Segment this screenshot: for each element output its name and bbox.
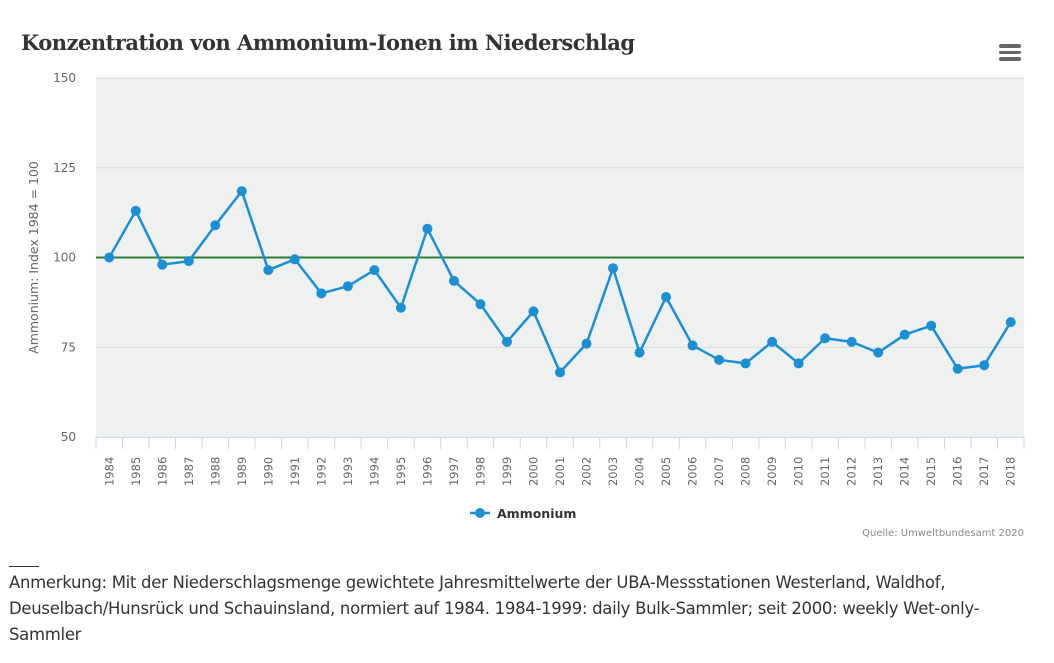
x-axis: 1984 1985 1986 1987 1988 1989 1990 1991 1992 1993… bbox=[95, 437, 1025, 486]
data-point-2008[interactable] bbox=[740, 358, 751, 369]
x-tick-label: 2001 bbox=[553, 457, 567, 486]
hamburger-menu-icon[interactable] bbox=[996, 40, 1024, 64]
x-tick-label: 1988 bbox=[208, 457, 222, 486]
data-point-2007[interactable] bbox=[714, 354, 725, 365]
x-tick-label: 1994 bbox=[367, 457, 381, 486]
x-tick-label: 1992 bbox=[314, 457, 328, 486]
data-point-1992[interactable] bbox=[316, 288, 327, 299]
data-point-2013[interactable] bbox=[873, 347, 884, 358]
note-divider bbox=[9, 566, 39, 567]
x-tick-label: 1993 bbox=[341, 457, 355, 486]
x-tick-label: 1991 bbox=[288, 457, 302, 486]
menu-bar bbox=[999, 50, 1021, 54]
data-point-1993[interactable] bbox=[342, 281, 353, 292]
data-point-2014[interactable] bbox=[899, 329, 910, 340]
x-tick-label: 2000 bbox=[526, 457, 540, 486]
data-point-1996[interactable] bbox=[422, 223, 433, 234]
data-point-2004[interactable] bbox=[634, 347, 645, 358]
series-points bbox=[104, 186, 1016, 378]
data-point-2000[interactable] bbox=[528, 306, 539, 317]
x-tick-label: 1984 bbox=[102, 457, 116, 486]
data-point-2002[interactable] bbox=[581, 338, 592, 349]
x-tick-label: 2015 bbox=[924, 457, 938, 486]
x-tick-label: 2013 bbox=[871, 457, 885, 486]
x-tick-label: 2004 bbox=[633, 457, 647, 486]
line-chart: 50 75 100 125 150 Ammonium: Index 1984 = 100… bbox=[26, 71, 1025, 521]
data-point-1987[interactable] bbox=[183, 256, 194, 267]
data-point-1999[interactable] bbox=[501, 336, 512, 347]
data-point-1998[interactable] bbox=[475, 299, 486, 310]
legend-item-ammonium[interactable]: Ammonium bbox=[470, 506, 576, 521]
data-point-1997[interactable] bbox=[448, 275, 459, 286]
data-point-1990[interactable] bbox=[263, 265, 274, 276]
data-point-1988[interactable] bbox=[210, 220, 221, 231]
y-axis-label: Ammonium: Index 1984 = 100 bbox=[26, 161, 41, 354]
data-point-2010[interactable] bbox=[793, 358, 804, 369]
y-tick-label: 50 bbox=[61, 430, 76, 444]
legend-marker-icon bbox=[475, 508, 485, 518]
data-point-1985[interactable] bbox=[130, 205, 141, 216]
x-tick-label: 1990 bbox=[261, 457, 275, 486]
x-tick-label: 2003 bbox=[606, 457, 620, 486]
x-tick-label: 2012 bbox=[845, 457, 859, 486]
data-point-2009[interactable] bbox=[767, 336, 778, 347]
x-tick-label: 2010 bbox=[792, 457, 806, 486]
footnote: Anmerkung: Mit der Niederschlagsmenge ge… bbox=[9, 573, 980, 644]
x-tick-label: 1999 bbox=[500, 457, 514, 486]
y-axis-ticks: 50 75 100 125 150 bbox=[53, 71, 76, 444]
chart-title: Konzentration von Ammonium-Ionen im Nied… bbox=[21, 30, 635, 55]
data-point-1989[interactable] bbox=[236, 186, 247, 197]
x-tick-label: 2005 bbox=[659, 457, 673, 486]
data-point-2017[interactable] bbox=[979, 360, 990, 371]
x-tick-label: 2014 bbox=[898, 457, 912, 486]
y-tick-label: 75 bbox=[61, 340, 76, 354]
menu-bar bbox=[999, 44, 1021, 48]
y-tick-label: 125 bbox=[53, 161, 76, 175]
x-tick-label: 2009 bbox=[765, 457, 779, 486]
x-tick-label: 2011 bbox=[818, 457, 832, 486]
data-point-2011[interactable] bbox=[820, 333, 831, 344]
y-tick-label: 150 bbox=[53, 71, 76, 85]
x-tick-label: 2002 bbox=[580, 457, 594, 486]
data-point-2005[interactable] bbox=[661, 291, 672, 302]
data-point-2015[interactable] bbox=[926, 320, 937, 331]
x-tick-label: 1987 bbox=[182, 457, 196, 486]
data-point-1991[interactable] bbox=[289, 254, 300, 265]
data-point-2018[interactable] bbox=[1005, 317, 1016, 328]
x-tick-label: 1986 bbox=[155, 457, 169, 486]
source-credit[interactable]: Quelle: Umweltbundesamt 2020 bbox=[862, 528, 1024, 539]
data-point-1994[interactable] bbox=[369, 265, 380, 276]
y-tick-label: 100 bbox=[53, 251, 76, 265]
data-point-2001[interactable] bbox=[555, 367, 565, 378]
x-tick-label: 2018 bbox=[1004, 457, 1018, 486]
data-point-2016[interactable] bbox=[952, 363, 963, 374]
data-point-1995[interactable] bbox=[395, 302, 406, 313]
x-tick-label: 2017 bbox=[977, 457, 991, 486]
menu-bar bbox=[999, 57, 1021, 61]
x-tick-label: 2016 bbox=[951, 457, 965, 486]
data-point-1986[interactable] bbox=[157, 259, 168, 270]
x-tick-label: 1996 bbox=[420, 457, 434, 486]
x-tick-label: 1997 bbox=[447, 457, 461, 486]
x-tick-label: 2006 bbox=[686, 457, 700, 486]
legend-label: Ammonium bbox=[497, 506, 576, 521]
x-tick-label: 2007 bbox=[712, 457, 726, 486]
data-point-2006[interactable] bbox=[687, 340, 698, 351]
x-tick-label: 1985 bbox=[129, 457, 143, 486]
data-point-2012[interactable] bbox=[846, 336, 857, 347]
data-point-1984[interactable] bbox=[104, 252, 115, 263]
x-tick-label: 1989 bbox=[235, 457, 249, 486]
data-point-2003[interactable] bbox=[608, 263, 619, 274]
x-tick-label: 1995 bbox=[394, 457, 408, 486]
x-tick-label: 1998 bbox=[473, 457, 487, 486]
x-tick-label: 2008 bbox=[739, 457, 753, 486]
